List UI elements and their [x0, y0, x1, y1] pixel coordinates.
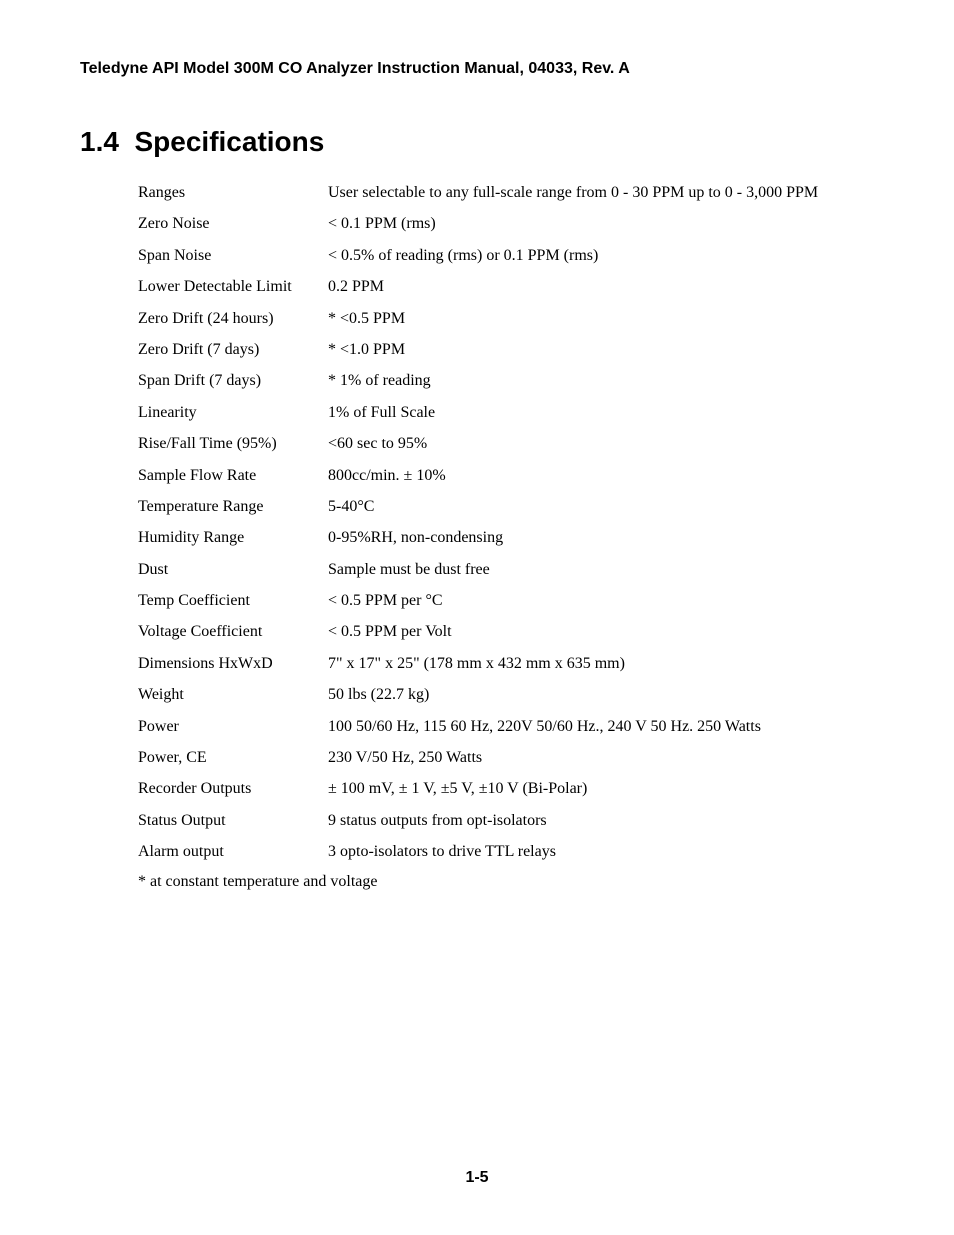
spec-label: Dust [138, 559, 328, 581]
spec-row: Rise/Fall Time (95%)<60 sec to 95% [138, 433, 874, 455]
spec-value: 9 status outputs from opt-isolators [328, 810, 874, 832]
running-header: Teledyne API Model 300M CO Analyzer Inst… [80, 60, 874, 78]
spec-label: Power, CE [138, 747, 328, 769]
spec-row: Voltage Coefficient< 0.5 PPM per Volt [138, 621, 874, 643]
spec-value: 0-95%RH, non-condensing [328, 527, 874, 549]
spec-value: < 0.5 PPM per Volt [328, 621, 874, 643]
spec-label: Recorder Outputs [138, 778, 328, 800]
spec-value: Sample must be dust free [328, 559, 874, 581]
spec-label: Temp Coefficient [138, 590, 328, 612]
spec-row: Span Noise< 0.5% of reading (rms) or 0.1… [138, 245, 874, 267]
spec-value: 100 50/60 Hz, 115 60 Hz, 220V 50/60 Hz.,… [328, 716, 874, 738]
spec-value: * <0.5 PPM [328, 308, 874, 330]
spec-label: Power [138, 716, 328, 738]
spec-label: Ranges [138, 182, 328, 204]
spec-label: Temperature Range [138, 496, 328, 518]
spec-label: Rise/Fall Time (95%) [138, 433, 328, 455]
spec-row: Lower Detectable Limit0.2 PPM [138, 276, 874, 298]
spec-value: 1% of Full Scale [328, 402, 874, 424]
spec-label: Lower Detectable Limit [138, 276, 328, 298]
spec-value: 230 V/50 Hz, 250 Watts [328, 747, 874, 769]
spec-value: 7" x 17" x 25" (178 mm x 432 mm x 635 mm… [328, 653, 874, 675]
spec-value: 0.2 PPM [328, 276, 874, 298]
spec-row: Dimensions HxWxD7" x 17" x 25" (178 mm x… [138, 653, 874, 675]
footnote: * at constant temperature and voltage [138, 873, 874, 891]
spec-value: <60 sec to 95% [328, 433, 874, 455]
spec-value: 800cc/min. ± 10% [328, 465, 874, 487]
spec-row: Power, CE230 V/50 Hz, 250 Watts [138, 747, 874, 769]
spec-label: Span Noise [138, 245, 328, 267]
spec-row: Linearity1% of Full Scale [138, 402, 874, 424]
spec-row: RangesUser selectable to any full-scale … [138, 182, 874, 204]
page-number: 1-5 [0, 1169, 954, 1187]
spec-row: Temp Coefficient< 0.5 PPM per °C [138, 590, 874, 612]
spec-label: Status Output [138, 810, 328, 832]
spec-value: * 1% of reading [328, 370, 874, 392]
spec-row: Power100 50/60 Hz, 115 60 Hz, 220V 50/60… [138, 716, 874, 738]
spec-label: Sample Flow Rate [138, 465, 328, 487]
spec-value: User selectable to any full-scale range … [328, 182, 874, 204]
spec-label: Linearity [138, 402, 328, 424]
spec-row: Zero Noise< 0.1 PPM (rms) [138, 213, 874, 235]
spec-value: < 0.1 PPM (rms) [328, 213, 874, 235]
spec-value: 5-40°C [328, 496, 874, 518]
spec-label: Alarm output [138, 841, 328, 863]
section-title: 1.4 Specifications [80, 126, 874, 158]
spec-row: Weight50 lbs (22.7 kg) [138, 684, 874, 706]
section-number: 1.4 [80, 126, 119, 157]
spec-row: Alarm output3 opto-isolators to drive TT… [138, 841, 874, 863]
spec-value: ± 100 mV, ± 1 V, ±5 V, ±10 V (Bi-Polar) [328, 778, 874, 800]
spec-label: Humidity Range [138, 527, 328, 549]
section-name: Specifications [135, 126, 325, 157]
spec-row: Humidity Range0-95%RH, non-condensing [138, 527, 874, 549]
document-page: Teledyne API Model 300M CO Analyzer Inst… [0, 0, 954, 1235]
spec-row: Status Output9 status outputs from opt-i… [138, 810, 874, 832]
spec-row: Span Drift (7 days)* 1% of reading [138, 370, 874, 392]
spec-row: Recorder Outputs± 100 mV, ± 1 V, ±5 V, ±… [138, 778, 874, 800]
spec-row: Temperature Range5-40°C [138, 496, 874, 518]
spec-value: 3 opto-isolators to drive TTL relays [328, 841, 874, 863]
spec-label: Zero Drift (7 days) [138, 339, 328, 361]
spec-value: * <1.0 PPM [328, 339, 874, 361]
spec-value: 50 lbs (22.7 kg) [328, 684, 874, 706]
spec-label: Weight [138, 684, 328, 706]
spec-table: RangesUser selectable to any full-scale … [138, 182, 874, 864]
spec-label: Dimensions HxWxD [138, 653, 328, 675]
spec-row: Zero Drift (7 days)* <1.0 PPM [138, 339, 874, 361]
spec-label: Span Drift (7 days) [138, 370, 328, 392]
spec-label: Zero Noise [138, 213, 328, 235]
spec-row: DustSample must be dust free [138, 559, 874, 581]
spec-row: Zero Drift (24 hours)* <0.5 PPM [138, 308, 874, 330]
spec-label: Voltage Coefficient [138, 621, 328, 643]
spec-row: Sample Flow Rate800cc/min. ± 10% [138, 465, 874, 487]
spec-value: < 0.5 PPM per °C [328, 590, 874, 612]
spec-label: Zero Drift (24 hours) [138, 308, 328, 330]
spec-value: < 0.5% of reading (rms) or 0.1 PPM (rms) [328, 245, 874, 267]
